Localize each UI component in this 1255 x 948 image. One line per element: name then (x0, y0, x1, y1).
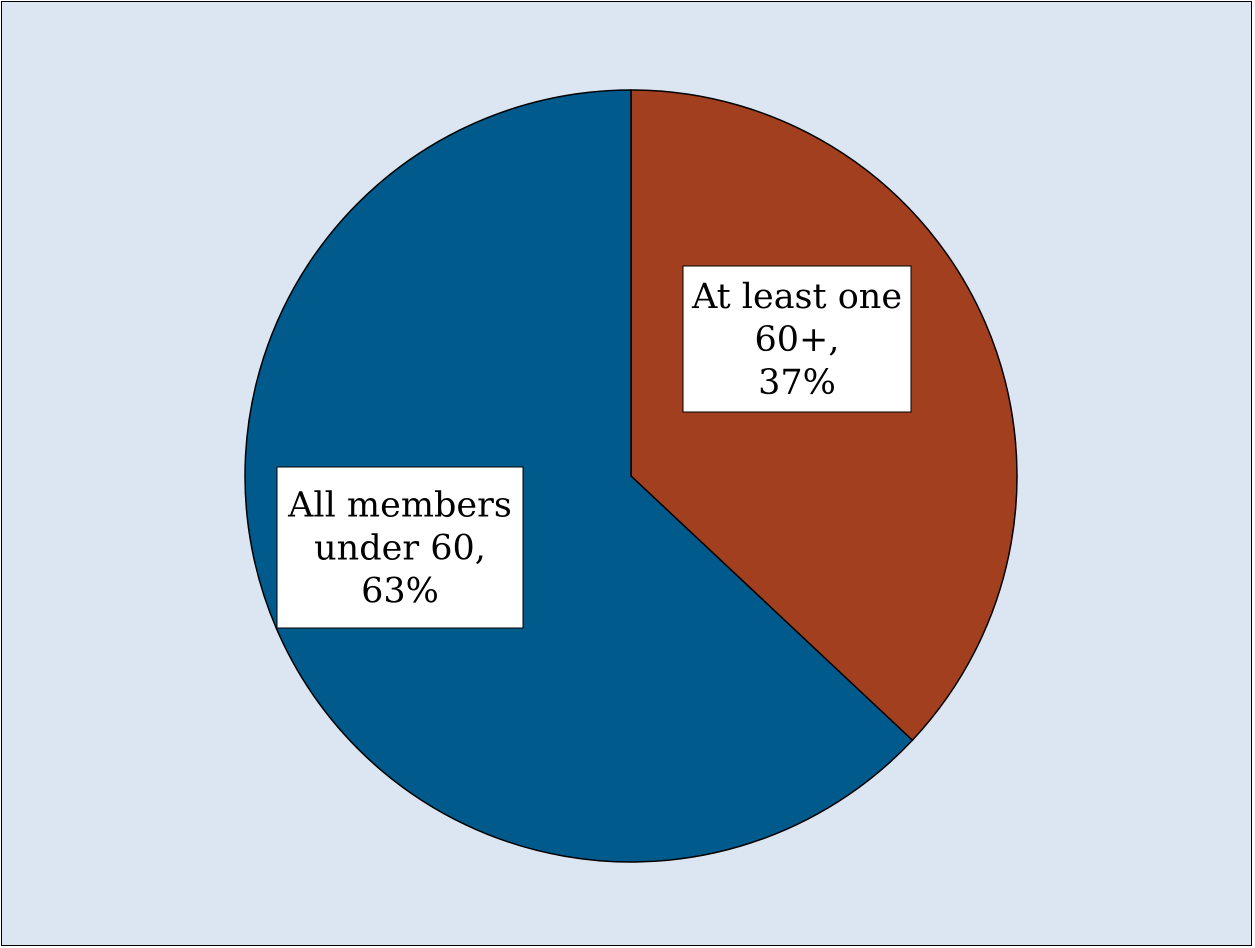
slice-label-line: All members (287, 486, 512, 526)
slice-label-line: under 60, (314, 529, 486, 569)
pie-slice (630, 89, 1018, 742)
slice-label-line: 60+, (755, 320, 840, 360)
slice-label-line: 63% (361, 572, 439, 612)
pie-slices (244, 89, 1018, 863)
label-box (276, 466, 524, 629)
pie-slice (244, 89, 914, 863)
label-box (682, 265, 912, 413)
slice-label-line: At least one (691, 277, 902, 317)
slice-label-line: 37% (758, 363, 836, 403)
